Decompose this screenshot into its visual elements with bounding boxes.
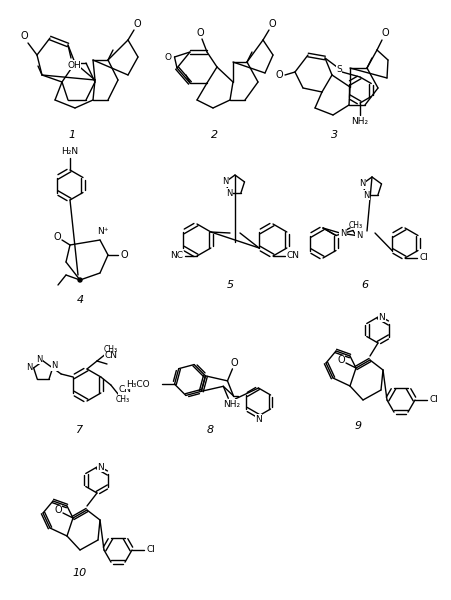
Text: N: N [36, 355, 42, 364]
Text: N: N [378, 313, 385, 322]
Text: NH₂: NH₂ [351, 116, 368, 125]
Text: N: N [51, 361, 58, 370]
Text: CN: CN [118, 385, 131, 395]
Text: Cl: Cl [419, 253, 428, 263]
Text: NH₂: NH₂ [222, 400, 239, 409]
Text: N⁺: N⁺ [97, 227, 109, 236]
Text: O: O [275, 70, 282, 80]
Text: 5: 5 [226, 280, 233, 290]
Text: Cl: Cl [146, 545, 155, 554]
Text: 10: 10 [73, 568, 87, 578]
Text: N: N [254, 415, 261, 424]
Circle shape [78, 278, 82, 282]
Text: 1: 1 [68, 130, 75, 140]
Text: 8: 8 [206, 425, 213, 435]
Text: O: O [267, 19, 275, 29]
Text: O: O [230, 358, 238, 368]
Text: N: N [359, 179, 365, 188]
Text: 2: 2 [211, 130, 218, 140]
Text: 9: 9 [354, 421, 361, 431]
Text: O: O [336, 355, 344, 365]
Text: NC: NC [170, 251, 183, 260]
Text: N: N [222, 178, 228, 187]
Text: 3: 3 [331, 130, 338, 140]
Text: O: O [20, 31, 28, 41]
Text: O: O [120, 250, 128, 260]
Text: N: N [97, 463, 104, 472]
Text: O: O [133, 19, 141, 29]
Text: CH₃: CH₃ [348, 220, 362, 229]
Text: H₃CO: H₃CO [126, 380, 149, 389]
Text: O: O [165, 52, 172, 61]
Text: OH: OH [67, 61, 81, 70]
Text: CH₃: CH₃ [104, 344, 118, 353]
Text: N: N [362, 191, 368, 200]
Text: 6: 6 [361, 280, 368, 290]
Text: N: N [27, 364, 33, 373]
Text: 4: 4 [76, 295, 83, 305]
Text: N: N [355, 231, 361, 240]
Text: S: S [336, 65, 341, 74]
Text: O: O [54, 505, 62, 515]
Text: H₂N: H₂N [61, 148, 78, 157]
Text: 7: 7 [76, 425, 83, 435]
Text: CN: CN [104, 352, 117, 361]
Text: Cl: Cl [428, 395, 437, 404]
Text: N: N [226, 188, 232, 197]
Text: O: O [196, 28, 203, 38]
Text: CH₃: CH₃ [115, 395, 129, 404]
Text: CN: CN [286, 251, 299, 260]
Text: O: O [53, 232, 61, 242]
Text: N: N [339, 229, 345, 238]
Text: O: O [380, 28, 388, 38]
